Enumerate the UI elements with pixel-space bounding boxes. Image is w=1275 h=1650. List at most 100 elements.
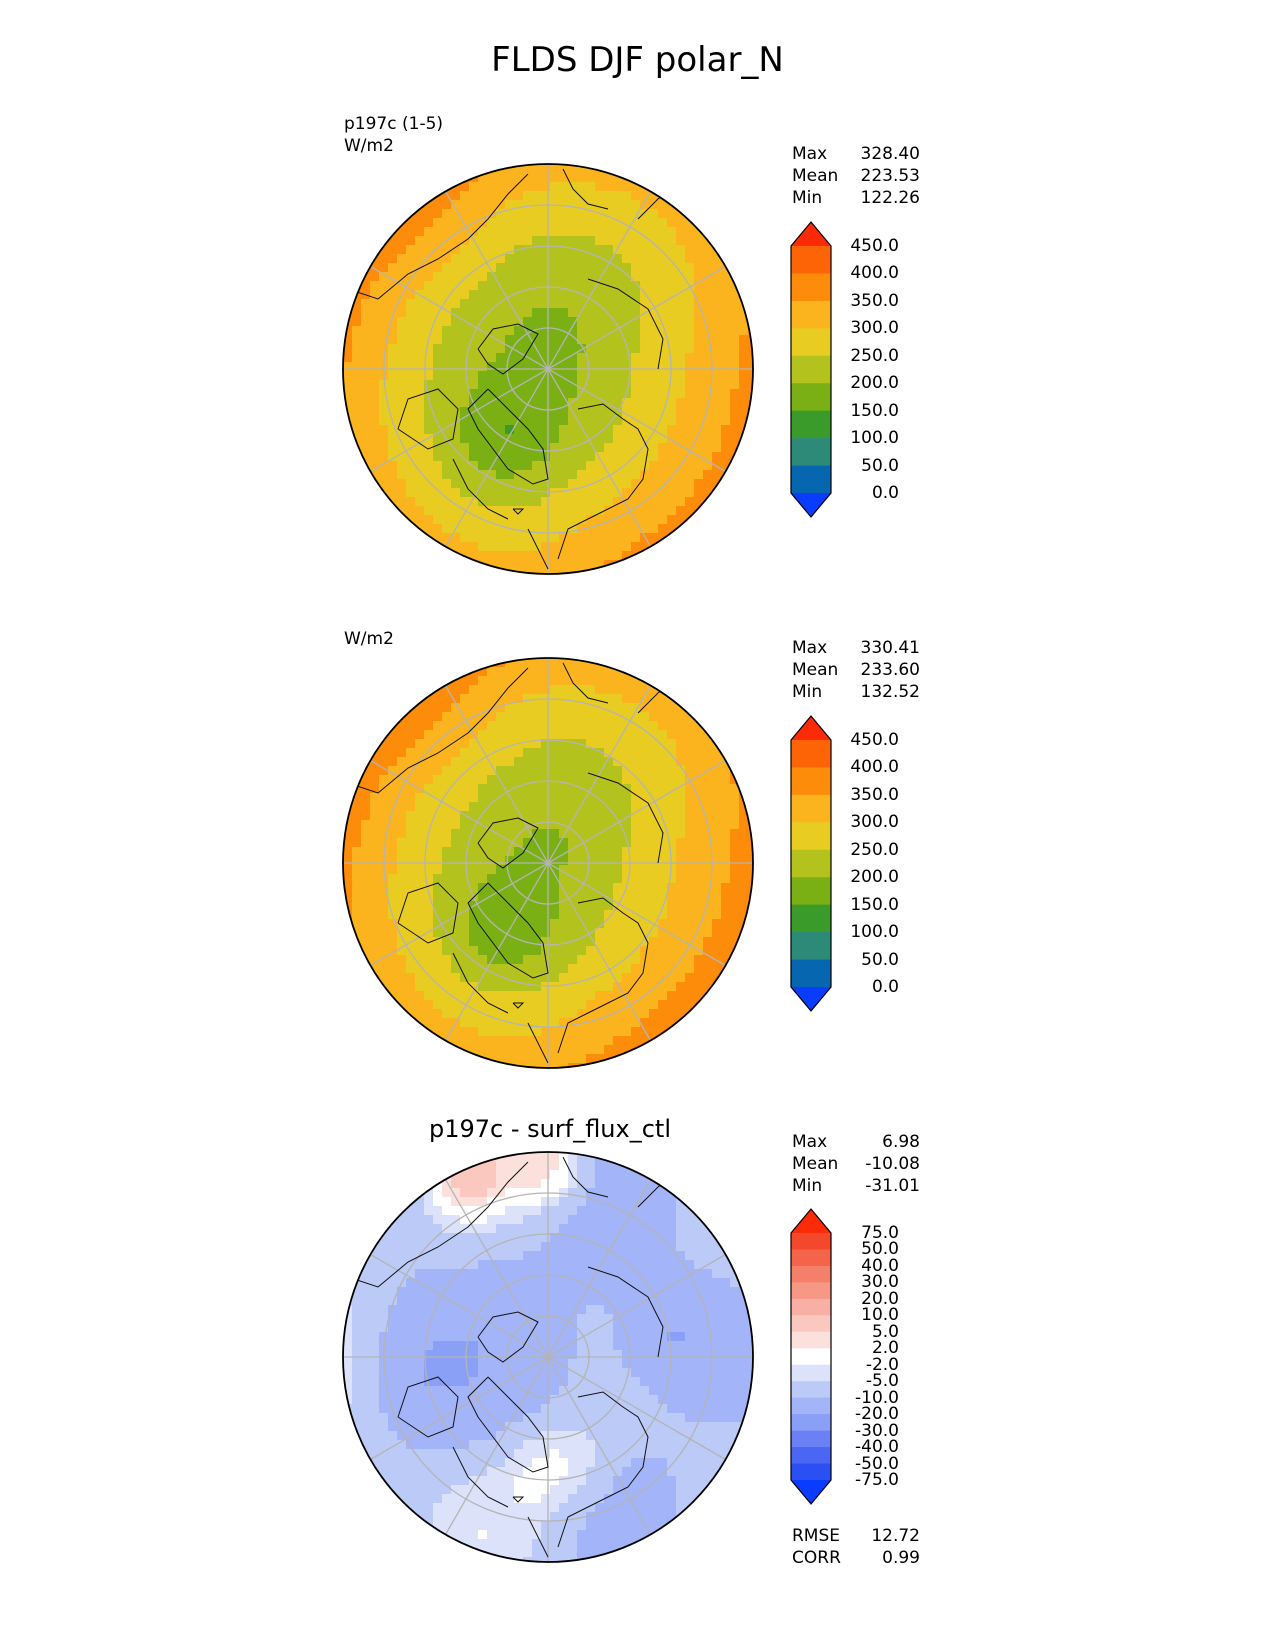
field-cell <box>541 991 551 1001</box>
field-cell <box>721 910 731 920</box>
field-cell <box>370 1422 380 1432</box>
field-cell <box>424 1314 434 1324</box>
field-cell <box>541 1458 551 1468</box>
field-cell <box>649 506 659 516</box>
field-cell <box>622 488 632 498</box>
field-cell <box>550 928 560 938</box>
field-cell <box>352 928 362 938</box>
field-cell <box>469 856 479 866</box>
field-cell <box>469 263 479 273</box>
field-cell <box>505 560 515 570</box>
field-cell <box>379 1242 389 1252</box>
field-cell <box>685 317 695 327</box>
field-cell <box>514 218 524 228</box>
field-cell <box>730 1377 740 1387</box>
field-cell <box>460 380 470 390</box>
field-cell <box>424 326 434 336</box>
field-cell <box>640 1341 650 1351</box>
field-cell <box>568 811 578 821</box>
field-cell <box>433 452 443 462</box>
field-cell <box>559 1242 569 1252</box>
field-cell <box>703 1377 713 1387</box>
field-cell <box>721 344 731 354</box>
field-cell <box>361 964 371 974</box>
field-cell <box>433 1296 443 1306</box>
field-cell <box>649 1000 659 1010</box>
field-cell <box>361 371 371 381</box>
field-cell <box>568 1305 578 1315</box>
field-cell <box>604 1449 614 1459</box>
field-cell <box>361 1314 371 1324</box>
field-cell <box>685 847 695 857</box>
field-cell <box>487 1161 497 1171</box>
field-cell <box>523 883 533 893</box>
field-cell <box>613 748 623 758</box>
field-cell <box>415 380 425 390</box>
field-cell <box>424 1377 434 1387</box>
field-cell <box>361 1413 371 1423</box>
field-cell <box>505 227 515 237</box>
field-cell <box>514 1422 524 1432</box>
field-cell <box>496 191 506 201</box>
field-cell <box>694 335 704 345</box>
field-cell <box>541 470 551 480</box>
field-cell <box>739 1332 749 1342</box>
field-cell <box>523 236 533 246</box>
field-cell <box>703 1404 713 1414</box>
field-cell <box>703 982 713 992</box>
field-cell <box>631 1215 641 1225</box>
field-cell <box>676 847 686 857</box>
field-cell <box>550 1314 560 1324</box>
field-cell <box>631 470 641 480</box>
field-cell <box>577 1404 587 1414</box>
field-cell <box>631 820 641 830</box>
field-cell <box>667 901 677 911</box>
field-cell <box>523 1368 533 1378</box>
field-cell <box>640 1305 650 1315</box>
field-cell <box>676 1377 686 1387</box>
field-cell <box>469 1197 479 1207</box>
field-cell <box>586 946 596 956</box>
field-cell <box>415 1386 425 1396</box>
field-cell <box>622 254 632 264</box>
field-cell <box>667 919 677 929</box>
field-cell <box>730 1251 740 1261</box>
field-cell <box>586 964 596 974</box>
field-cell <box>631 1359 641 1369</box>
field-cell <box>496 524 506 534</box>
field-cell <box>451 703 461 713</box>
field-cell <box>577 353 587 363</box>
field-cell <box>712 847 722 857</box>
field-cell <box>631 362 641 372</box>
field-cell <box>541 1305 551 1315</box>
field-cell <box>649 1018 659 1028</box>
field-cell <box>685 721 695 731</box>
field-cell <box>640 1242 650 1252</box>
field-cell <box>406 829 416 839</box>
field-cell <box>415 973 425 983</box>
field-cell <box>631 1179 641 1189</box>
field-cell <box>595 1269 605 1279</box>
field-cell <box>406 1332 416 1342</box>
field-cell <box>559 461 569 471</box>
field-cell <box>496 398 506 408</box>
field-cell <box>559 892 569 902</box>
field-cell <box>613 1359 623 1369</box>
field-cell <box>406 811 416 821</box>
field-cell <box>361 1296 371 1306</box>
field-cell <box>361 1305 371 1315</box>
field-cell <box>469 326 479 336</box>
field-cell <box>343 865 353 875</box>
field-cell <box>622 811 632 821</box>
field-cell <box>559 218 569 228</box>
field-cell <box>388 425 398 435</box>
field-cell <box>442 775 452 785</box>
field-cell <box>604 335 614 345</box>
field-cell <box>739 344 749 354</box>
field-cell <box>568 910 578 920</box>
field-cell <box>397 748 407 758</box>
field-cell <box>667 829 677 839</box>
field-cell <box>478 353 488 363</box>
field-cell <box>595 542 605 552</box>
field-cell <box>613 1449 623 1459</box>
